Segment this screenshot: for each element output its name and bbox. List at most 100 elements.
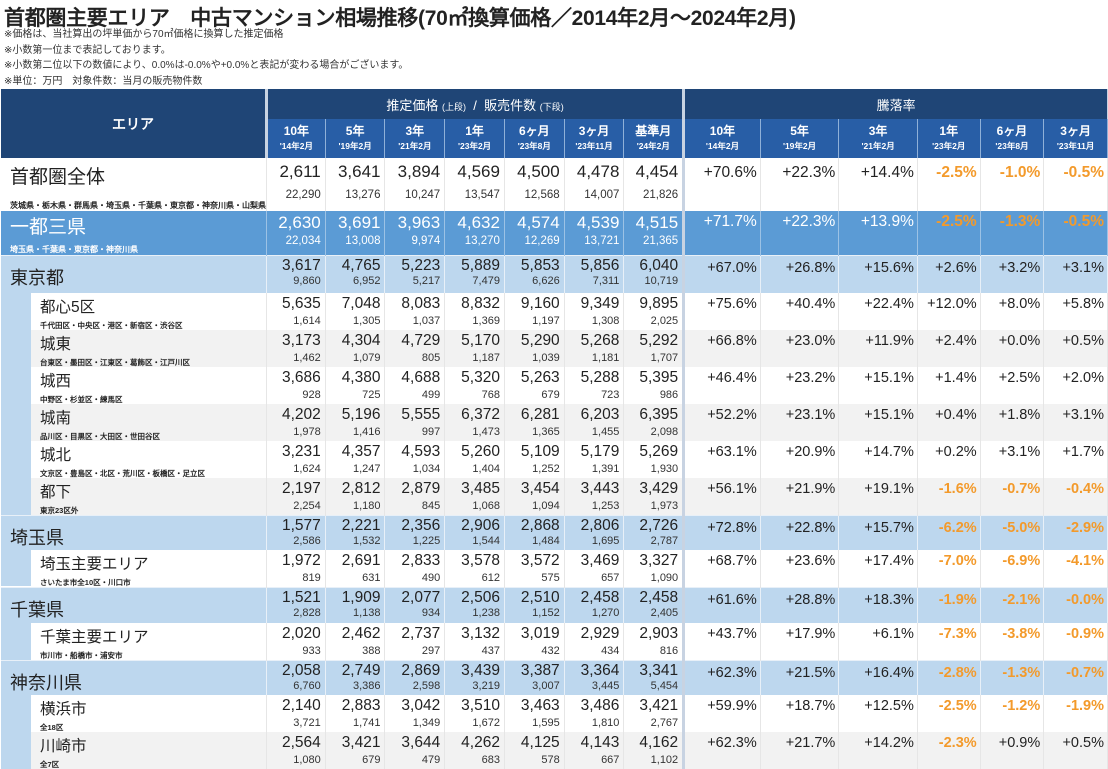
- area-name: 一都三県: [10, 217, 87, 238]
- area-content: 都心5区千代田区・中央区・港区・新宿区・渋谷区: [31, 292, 266, 330]
- estimated-price: 2,903: [639, 624, 679, 642]
- estimated-price: 2,869: [401, 661, 441, 679]
- col-date: '23年8月: [995, 141, 1029, 151]
- group-indent-strip: [1, 366, 31, 404]
- price-cell: 5,196 1,416: [325, 403, 386, 441]
- listing-count: 1,614: [293, 314, 321, 327]
- change-rate: +40.4%: [760, 292, 840, 330]
- estimated-price: 1,909: [341, 589, 381, 606]
- listing-count: 22,290: [285, 189, 321, 201]
- price-col-header: 6ヶ月 '23年8月: [504, 119, 565, 158]
- change-rate: +2.5%: [980, 366, 1045, 404]
- estimated-price: 4,515: [635, 213, 679, 232]
- col-date: '23年2月: [932, 141, 966, 151]
- area-wrap: 横浜市 全18区: [1, 695, 266, 732]
- area-name: 川崎市: [40, 738, 87, 755]
- col-date: '24年2月: [636, 141, 670, 151]
- col-period: 6ヶ月: [996, 124, 1028, 138]
- change-rate: -2.5%: [917, 158, 981, 211]
- change-rate: +26.8%: [760, 255, 840, 293]
- group-indent-strip: [1, 403, 31, 441]
- change-rate: -0.9%: [1043, 622, 1108, 660]
- listing-count: 2,405: [650, 607, 679, 619]
- listing-count: 1,455: [591, 425, 620, 438]
- listing-count: 845: [421, 499, 441, 512]
- listing-count: 10,247: [405, 189, 441, 201]
- rate-group-header: 騰落率: [683, 89, 1108, 119]
- price-cell: 3,387 3,007: [504, 659, 565, 695]
- listing-count: 1,930: [650, 462, 679, 475]
- estimated-price: 2,564: [281, 734, 321, 751]
- estimated-price: 4,125: [520, 734, 560, 751]
- change-rate: +1.7%: [1043, 440, 1108, 478]
- col-period: 1年: [465, 124, 484, 138]
- change-rate: +0.5%: [1043, 329, 1108, 367]
- estimated-price: 2,020: [281, 624, 321, 642]
- col-date: '21年2月: [398, 141, 432, 151]
- area-subtitle: 市川市・船橋市・浦安市: [40, 650, 123, 660]
- area-cell: 埼玉主要エリア さいたま市全10区・川口市: [1, 550, 267, 588]
- estimated-price: 5,635: [281, 294, 321, 312]
- change-rate: +2.0%: [1043, 366, 1108, 404]
- change-rate: +14.7%: [838, 440, 918, 478]
- estimated-price: 3,231: [281, 442, 321, 460]
- change-rate: +21.5%: [760, 659, 840, 695]
- listing-count: 432: [541, 644, 560, 657]
- col-period: 10年: [709, 124, 736, 138]
- price-cell: 7,048 1,305: [325, 292, 386, 330]
- listing-count: 1,369: [472, 314, 500, 327]
- listing-count: 434: [601, 644, 620, 657]
- group-indent-strip: [1, 477, 31, 515]
- estimated-price: 5,292: [639, 331, 679, 349]
- change-rate: +18.7%: [760, 695, 840, 732]
- change-rate: -6.9%: [980, 550, 1045, 588]
- table-row: 埼玉県 1,577 2,586 2,221 1,532 2,356 1,225 2,906 1,…: [1, 514, 1108, 550]
- area-cell: 神奈川県: [1, 659, 267, 695]
- area-content: 城南 品川区・目黒区・大田区・世田谷区: [31, 403, 266, 441]
- group-indent-strip: [1, 732, 31, 769]
- estimated-price: 3,469: [580, 552, 620, 569]
- price-cell: 4,688 499: [384, 366, 446, 404]
- estimated-price: 2,879: [401, 479, 441, 497]
- listing-count: 612: [481, 572, 500, 584]
- change-rate: +15.1%: [838, 366, 918, 404]
- area-subtitle: 文京区・豊島区・北区・荒川区・板橋区・足立区: [40, 468, 205, 478]
- price-cell: 5,635 1,614: [266, 292, 326, 330]
- area-name: 都心5区: [40, 298, 96, 316]
- table-row: 東京都 3,617 9,860 4,765 6,952 5,223 5,217 5,889 7,…: [1, 255, 1108, 293]
- price-cell: 5,179 1,391: [564, 440, 625, 478]
- estimated-price: 3,019: [520, 624, 560, 642]
- estimated-price: 4,500: [517, 162, 560, 181]
- change-rate: +11.9%: [838, 329, 918, 367]
- price-cell: 2,197 2,254: [266, 477, 326, 515]
- estimated-price: 5,263: [520, 368, 560, 386]
- listing-count: 6,952: [352, 275, 381, 287]
- estimated-price: 5,170: [461, 331, 500, 349]
- area-subtitle: 千代田区・中央区・港区・新宿区・渋谷区: [40, 320, 183, 330]
- estimated-price: 5,260: [461, 442, 500, 460]
- change-rate: +59.9%: [683, 695, 761, 732]
- estimated-price: 2,506: [461, 589, 500, 606]
- listing-count: 12,568: [524, 189, 560, 201]
- estimated-price: 3,327: [639, 552, 679, 569]
- price-cell: 3,486 1,810: [564, 695, 625, 732]
- change-rate: +3.1%: [1043, 255, 1108, 293]
- estimated-price: 4,632: [457, 213, 500, 232]
- rate-col-header: 6ヶ月 '23年8月: [980, 119, 1045, 158]
- change-rate: +3.1%: [980, 440, 1045, 478]
- listing-count: 723: [601, 388, 620, 401]
- price-cell: 3,327 1,090: [623, 550, 686, 588]
- estimated-price: 5,889: [461, 257, 500, 274]
- estimated-price: 3,439: [461, 661, 500, 679]
- price-cell: 5,260 1,404: [444, 440, 505, 478]
- change-rate: +21.9%: [760, 477, 840, 515]
- listing-count: 3,007: [532, 679, 560, 692]
- listing-count: 578: [541, 754, 560, 766]
- col-date: '19年2月: [782, 141, 817, 151]
- estimated-price: 4,304: [341, 331, 381, 349]
- change-rate: +0.0%: [980, 329, 1045, 367]
- listing-count: 933: [302, 644, 321, 657]
- area-wrap: 千葉主要エリア 市川市・船橋市・浦安市: [1, 622, 266, 660]
- price-cell: 5,288 723: [564, 366, 625, 404]
- change-rate: -1.6%: [917, 477, 981, 515]
